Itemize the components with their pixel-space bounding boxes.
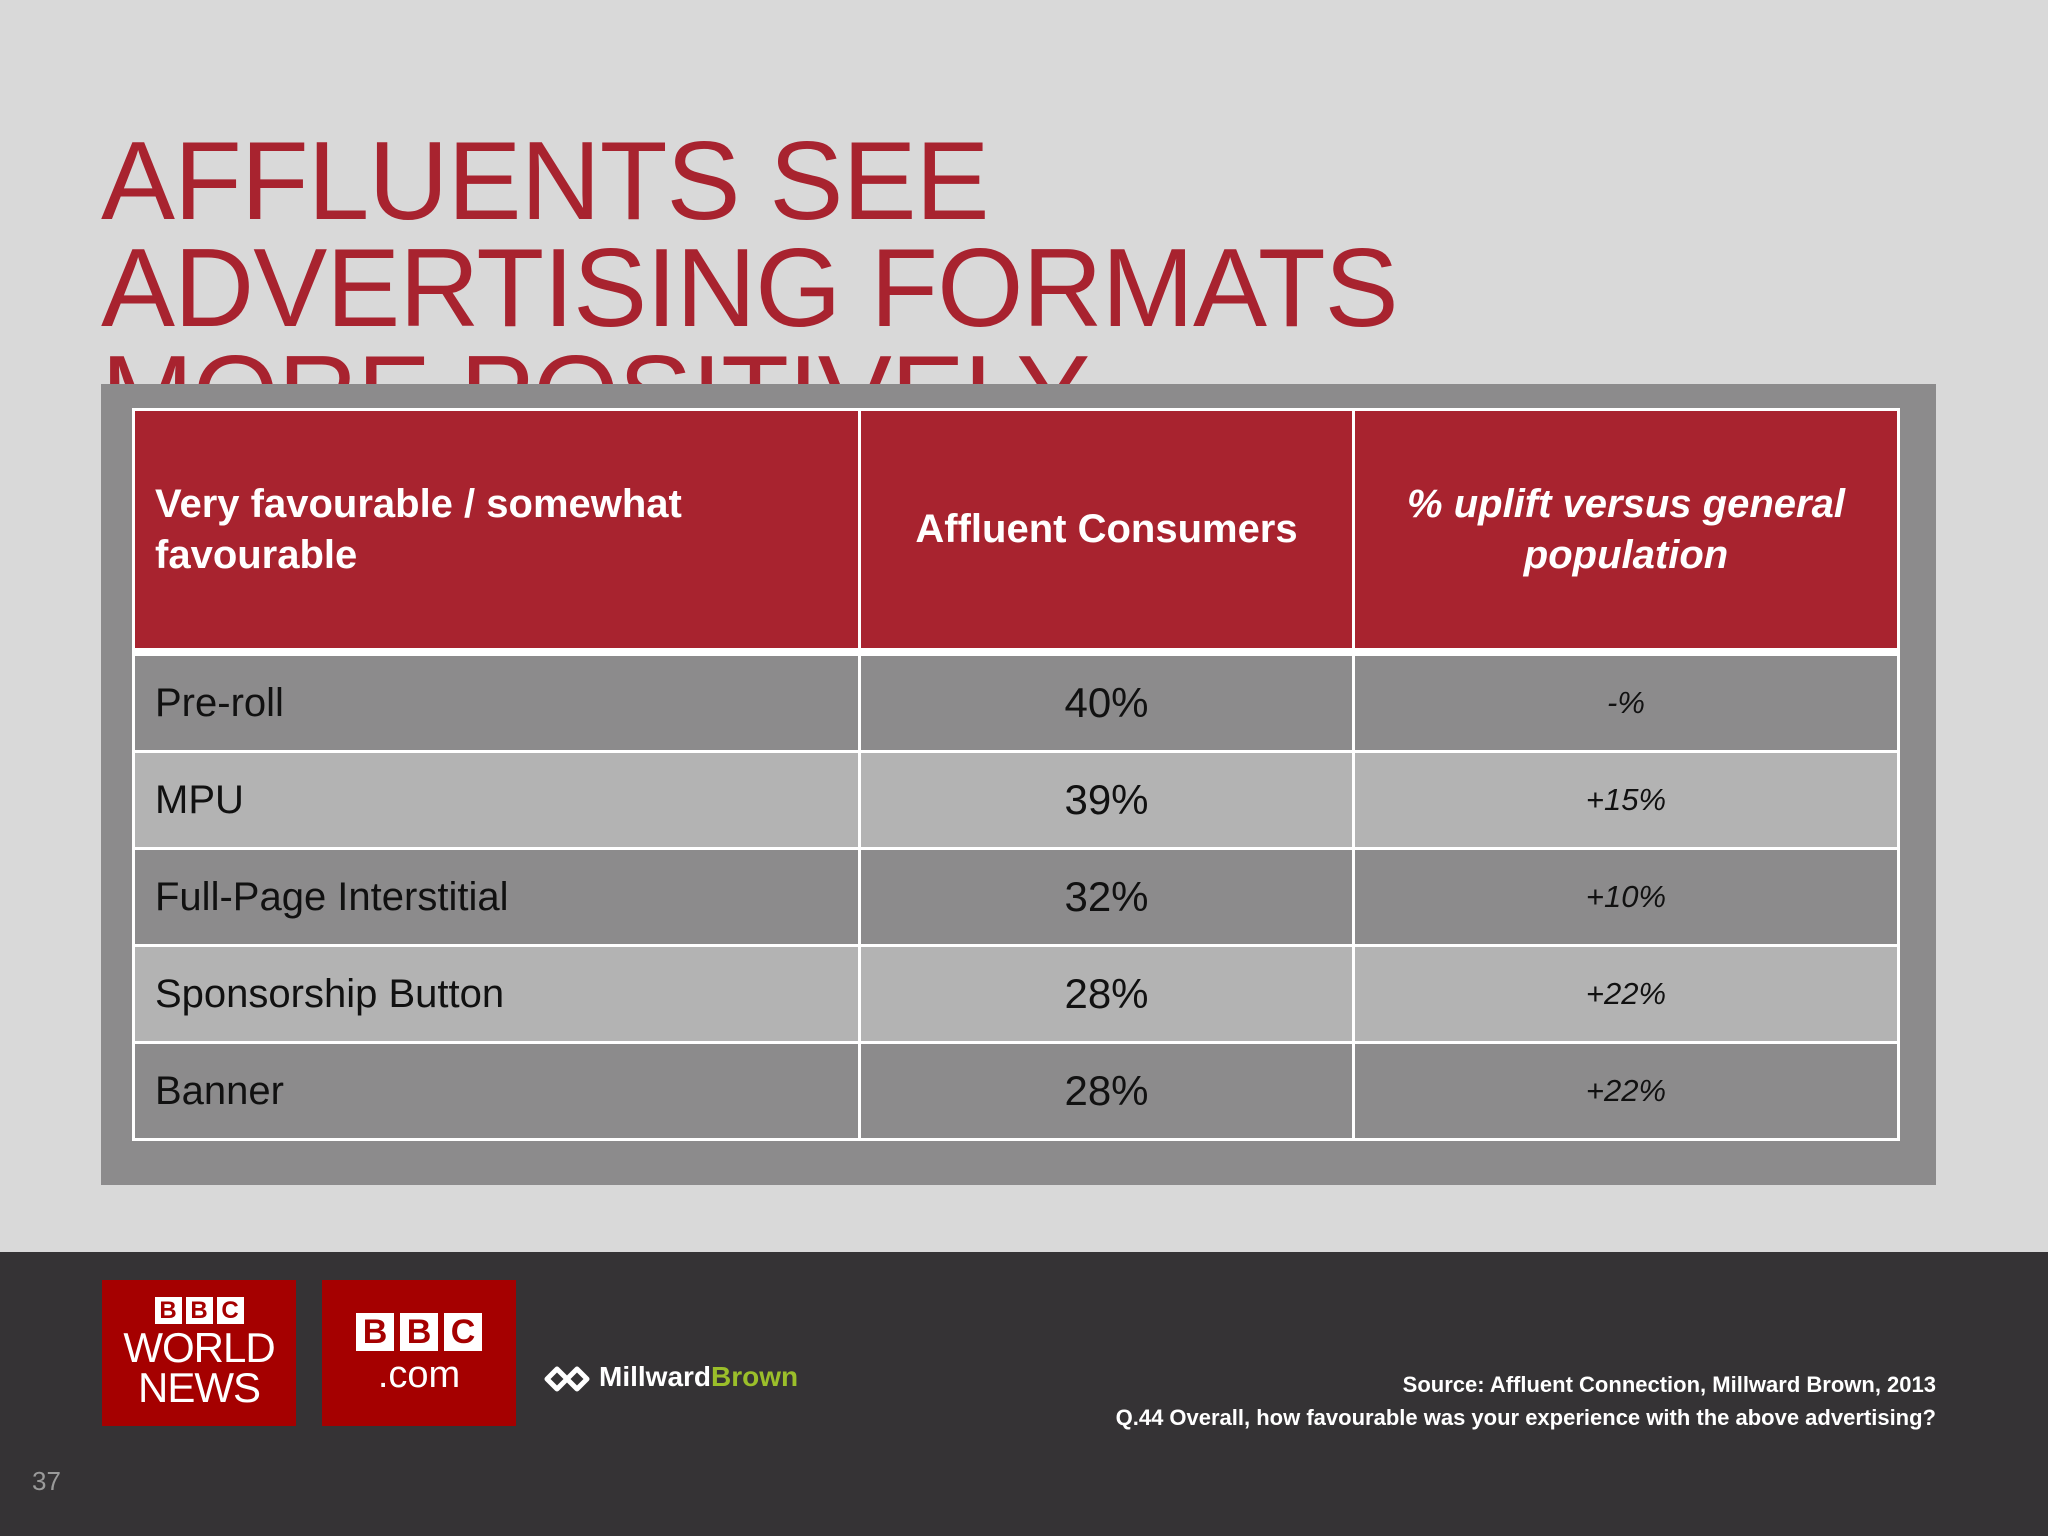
- bbc-blocks: B B C: [102, 1297, 296, 1324]
- source-note: Source: Affluent Connection, Millward Br…: [1116, 1368, 1936, 1434]
- title-line-2: ADVERTISING FORMATS: [101, 226, 1399, 350]
- header-uplift: % uplift versus general population: [1352, 408, 1900, 654]
- table-row: Sponsorship Button 28% +22%: [132, 944, 1900, 1044]
- bbc-blocks: B B C: [322, 1313, 516, 1351]
- uplift-cell: -%: [1352, 650, 1900, 753]
- bbc-block: B: [154, 1297, 182, 1324]
- ad-formats-table: Very favourable / somewhat favourable Af…: [132, 408, 1900, 1141]
- source-line: Source: Affluent Connection, Millward Br…: [1402, 1372, 1936, 1397]
- table-row: MPU 39% +15%: [132, 750, 1900, 850]
- bbc-block: C: [216, 1297, 244, 1324]
- format-cell: Sponsorship Button: [132, 944, 861, 1044]
- millward-text: Millward: [599, 1361, 712, 1392]
- brown-text: Brown: [711, 1361, 799, 1392]
- footer-bar: B B C WORLD NEWS B B C .com Millward Brow…: [0, 1252, 2048, 1536]
- format-cell: Banner: [132, 1041, 861, 1141]
- title-line-3: MORE POSITIVELY: [101, 340, 1601, 391]
- uplift-cell: +22%: [1352, 944, 1900, 1044]
- bbc-block: C: [444, 1313, 482, 1351]
- header-affluent-consumers: Affluent Consumers: [858, 408, 1355, 654]
- news-text: NEWS: [138, 1364, 261, 1411]
- bbc-com-logo: B B C .com: [322, 1280, 516, 1426]
- format-cell: Pre-roll: [132, 650, 861, 753]
- uplift-cell: +15%: [1352, 750, 1900, 850]
- table-row: Pre-roll 40% -%: [132, 650, 1900, 753]
- millward-brown-logo-icon: [544, 1366, 590, 1392]
- header-format: Very favourable / somewhat favourable: [132, 408, 861, 654]
- question-line: Q.44 Overall, how favourable was your ex…: [1115, 1405, 1936, 1430]
- bbc-block: B: [356, 1313, 394, 1351]
- affluent-cell: 39%: [858, 750, 1355, 850]
- table-row: Banner 28% +22%: [132, 1041, 1900, 1141]
- table-header-row: Very favourable / somewhat favourable Af…: [132, 408, 1900, 654]
- affluent-cell: 28%: [858, 1041, 1355, 1141]
- title-line-1: AFFLUENTS SEE: [101, 128, 990, 243]
- slide-title: AFFLUENTS SEE ADVERTISING FORMATS MORE P…: [101, 128, 1601, 390]
- bbc-block: B: [185, 1297, 213, 1324]
- page-number: 37: [32, 1466, 61, 1496]
- com-text: .com: [377, 1354, 461, 1396]
- format-cell: MPU: [132, 750, 861, 850]
- bbc-block: B: [400, 1313, 438, 1351]
- world-text: WORLD: [123, 1324, 275, 1371]
- affluent-cell: 28%: [858, 944, 1355, 1044]
- uplift-cell: +10%: [1352, 847, 1900, 947]
- table-panel: Very favourable / somewhat favourable Af…: [101, 384, 1936, 1185]
- affluent-cell: 32%: [858, 847, 1355, 947]
- uplift-cell: +22%: [1352, 1041, 1900, 1141]
- bbc-world-news-logo: B B C WORLD NEWS: [102, 1280, 296, 1426]
- format-cell: Full-Page Interstitial: [132, 847, 861, 947]
- millward-brown-logo: Millward Brown: [543, 1357, 798, 1397]
- world-news-text: WORLD NEWS: [102, 1324, 296, 1411]
- affluent-cell: 40%: [858, 650, 1355, 753]
- table-row: Full-Page Interstitial 32% +10%: [132, 847, 1900, 947]
